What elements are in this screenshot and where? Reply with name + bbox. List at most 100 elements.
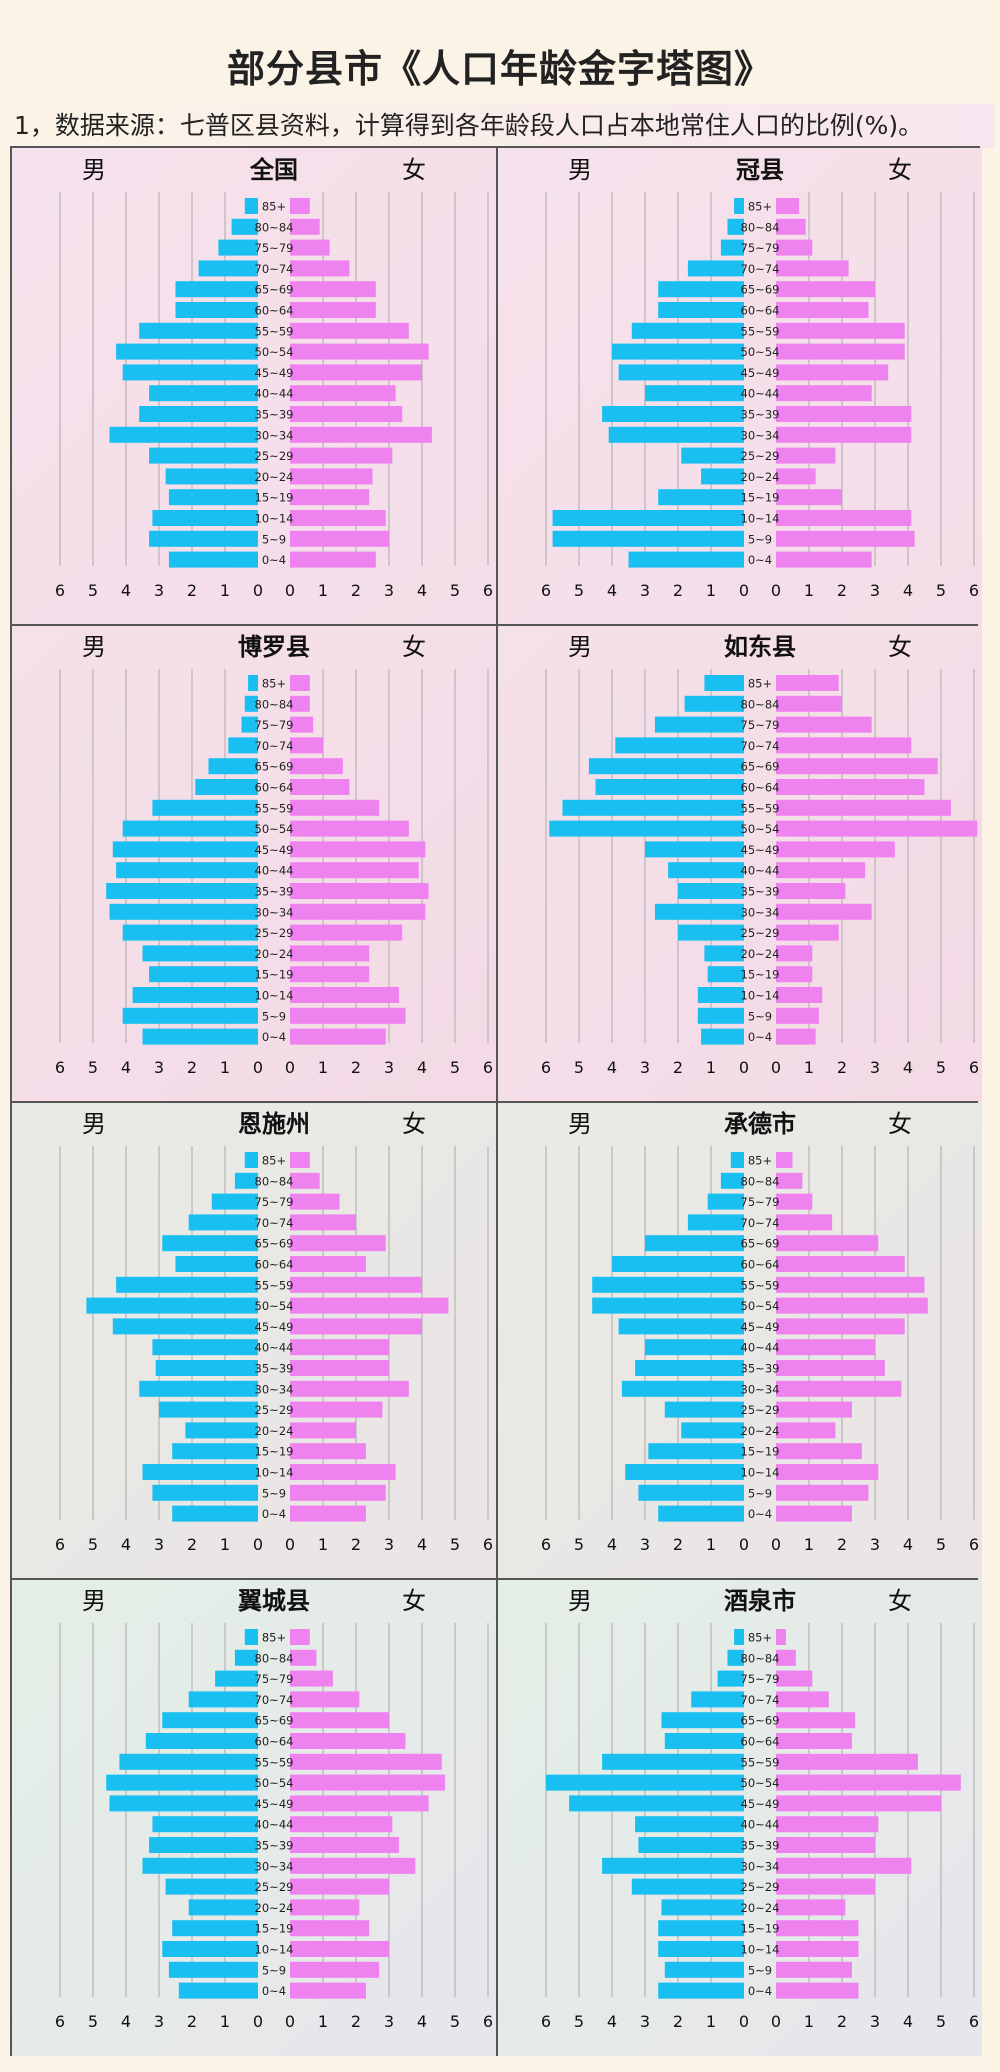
age-group-label: 50~54	[741, 345, 780, 359]
x-tick-label: 3	[640, 2012, 650, 2031]
male-bar	[122, 924, 258, 941]
age-group-label: 10~14	[741, 512, 780, 526]
male-bar	[168, 489, 258, 506]
x-tick-label: 1	[706, 1058, 716, 1077]
male-bar	[142, 945, 258, 962]
x-tick-label: 6	[541, 1058, 551, 1077]
x-tick-label: 3	[870, 1535, 880, 1554]
panel-title: 冠县	[736, 156, 784, 184]
female-bar	[776, 1276, 925, 1293]
male-bar	[185, 1422, 258, 1439]
x-tick-label: 5	[574, 581, 584, 600]
age-group-label: 45~49	[255, 843, 294, 857]
male-bar	[546, 1774, 744, 1791]
female-bar	[776, 1172, 803, 1189]
female-bar	[776, 883, 846, 899]
female-bar	[776, 551, 872, 568]
age-group-label: 65~69	[741, 760, 780, 774]
x-tick-label: 2	[673, 1535, 683, 1554]
x-tick-label: 3	[384, 1535, 394, 1554]
male-bar	[654, 716, 744, 733]
x-tick-label: 1	[804, 1058, 814, 1077]
age-group-label: 40~44	[255, 387, 294, 401]
x-tick-label: 5	[574, 1058, 584, 1077]
female-bar	[290, 239, 330, 256]
male-bar	[717, 1670, 744, 1687]
male-bar	[658, 1941, 744, 1957]
x-tick-label: 5	[936, 1535, 946, 1554]
male-bar	[168, 551, 258, 568]
age-group-label: 10~14	[255, 1466, 294, 1480]
male-bar	[658, 281, 744, 298]
x-tick-label: 4	[417, 2012, 427, 2031]
female-bar	[290, 1152, 310, 1168]
panel-divider-horizontal	[12, 624, 978, 626]
female-bar	[776, 1878, 875, 1895]
age-group-label: 75~79	[741, 1195, 780, 1209]
male-bar	[684, 695, 744, 712]
age-group-label: 60~64	[255, 304, 294, 318]
female-bar	[290, 468, 373, 485]
age-group-label: 25~29	[741, 1403, 780, 1417]
female-bar	[290, 489, 370, 506]
female-bar	[776, 695, 842, 712]
female-bar	[290, 1297, 449, 1314]
male-bar	[635, 1360, 744, 1376]
male-bar	[116, 1276, 258, 1293]
x-tick-label: 4	[607, 1535, 617, 1554]
female-bar	[776, 1795, 941, 1812]
pyramid-panel-3: 男如东县女 85+ 80~84 75~79 70~74 65~69 60~64 55~59 50…	[498, 625, 982, 1102]
female-bar	[290, 426, 432, 443]
female-bar	[290, 1961, 380, 1978]
panel-title: 博罗县	[238, 633, 310, 661]
x-tick-label: 3	[640, 1535, 650, 1554]
female-bar	[776, 468, 816, 485]
age-group-label: 25~29	[741, 1880, 780, 1894]
age-group-label: 85+	[262, 1154, 286, 1168]
panel-divider-horizontal	[12, 1578, 978, 1580]
x-tick-label: 4	[417, 581, 427, 600]
male-bar	[86, 1297, 259, 1314]
age-group-label: 80~84	[255, 1174, 294, 1188]
x-tick-label: 4	[121, 1058, 131, 1077]
male-bar	[704, 675, 744, 691]
female-bar	[776, 1297, 928, 1314]
female-bar	[290, 1443, 366, 1460]
x-tick-label: 5	[936, 2012, 946, 2031]
male-label: 男	[568, 1587, 592, 1615]
age-group-label: 75~79	[255, 1195, 294, 1209]
male-label: 男	[568, 633, 592, 661]
female-bar	[290, 1318, 422, 1335]
female-bar	[776, 1256, 905, 1272]
x-tick-label: 0	[285, 1535, 295, 1554]
x-tick-label: 2	[351, 1058, 361, 1077]
female-bar	[776, 862, 866, 879]
age-group-label: 0~4	[262, 1507, 286, 1521]
x-tick-label: 4	[903, 2012, 913, 2031]
x-tick-label: 0	[253, 581, 263, 600]
male-bar	[664, 1733, 744, 1749]
x-tick-label: 1	[318, 581, 328, 600]
female-bar	[776, 1214, 833, 1231]
age-group-label: 80~84	[741, 1174, 780, 1188]
male-bar	[678, 924, 744, 941]
female-bar	[290, 820, 409, 837]
age-group-label: 55~59	[255, 801, 294, 815]
age-group-label: 15~19	[255, 1445, 294, 1459]
male-bar	[658, 1505, 744, 1522]
female-bar	[290, 945, 370, 962]
age-group-label: 45~49	[255, 366, 294, 380]
male-bar	[687, 1214, 744, 1231]
x-tick-label: 2	[351, 581, 361, 600]
female-bar	[290, 779, 350, 795]
age-group-label: 5~9	[748, 1963, 772, 1977]
female-bar	[290, 758, 343, 775]
age-group-label: 50~54	[255, 1299, 294, 1313]
x-tick-label: 0	[739, 1535, 749, 1554]
age-group-label: 30~34	[741, 1382, 780, 1396]
female-bar	[290, 1422, 356, 1439]
male-bar	[612, 1256, 744, 1272]
panel-title: 恩施州	[238, 1110, 310, 1138]
male-bar	[139, 406, 258, 422]
x-tick-label: 5	[88, 1058, 98, 1077]
